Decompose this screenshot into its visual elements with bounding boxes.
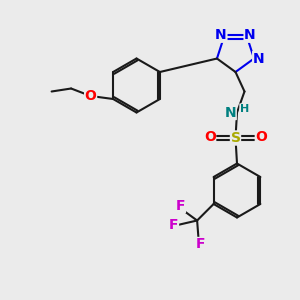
Text: O: O bbox=[85, 89, 97, 103]
Text: N: N bbox=[244, 28, 256, 42]
Text: F: F bbox=[169, 218, 178, 232]
Text: H: H bbox=[240, 104, 249, 114]
Text: O: O bbox=[204, 130, 216, 144]
Text: N: N bbox=[215, 28, 227, 42]
Text: O: O bbox=[255, 130, 267, 144]
Text: F: F bbox=[195, 238, 205, 251]
Text: N: N bbox=[253, 52, 264, 65]
Text: N: N bbox=[225, 106, 236, 119]
Text: S: S bbox=[230, 131, 241, 145]
Text: F: F bbox=[176, 199, 185, 212]
